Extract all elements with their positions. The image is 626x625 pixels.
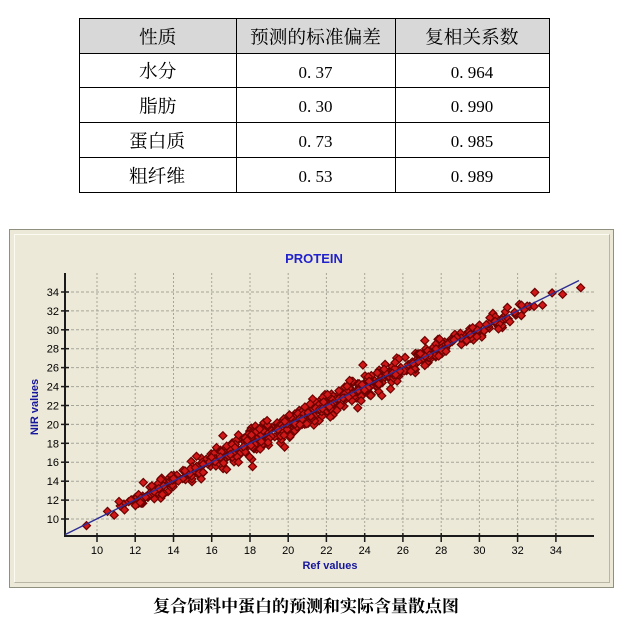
svg-text:30: 30	[473, 545, 485, 557]
svg-text:20: 20	[47, 419, 59, 431]
svg-text:12: 12	[129, 545, 141, 557]
svg-text:28: 28	[435, 545, 447, 557]
svg-text:10: 10	[47, 514, 59, 526]
svg-text:26: 26	[397, 545, 409, 557]
svg-text:14: 14	[167, 545, 179, 557]
svg-text:12: 12	[47, 495, 59, 507]
svg-text:NIR values: NIR values	[29, 379, 41, 435]
svg-text:22: 22	[320, 545, 332, 557]
svg-text:32: 32	[47, 306, 59, 318]
svg-text:16: 16	[206, 545, 218, 557]
svg-text:34: 34	[550, 545, 562, 557]
svg-text:PROTEIN: PROTEIN	[285, 251, 343, 266]
svg-text:14: 14	[47, 476, 59, 488]
svg-text:34: 34	[47, 287, 59, 299]
svg-text:18: 18	[47, 438, 59, 450]
svg-text:32: 32	[511, 545, 523, 557]
svg-text:28: 28	[47, 344, 59, 356]
svg-text:26: 26	[47, 363, 59, 375]
svg-text:Ref values: Ref values	[302, 560, 357, 572]
svg-text:24: 24	[47, 382, 59, 394]
svg-text:18: 18	[244, 545, 256, 557]
svg-text:24: 24	[359, 545, 371, 557]
svg-text:30: 30	[47, 325, 59, 337]
svg-text:16: 16	[47, 457, 59, 469]
svg-text:22: 22	[47, 401, 59, 413]
svg-text:10: 10	[91, 545, 103, 557]
svg-text:20: 20	[282, 545, 294, 557]
